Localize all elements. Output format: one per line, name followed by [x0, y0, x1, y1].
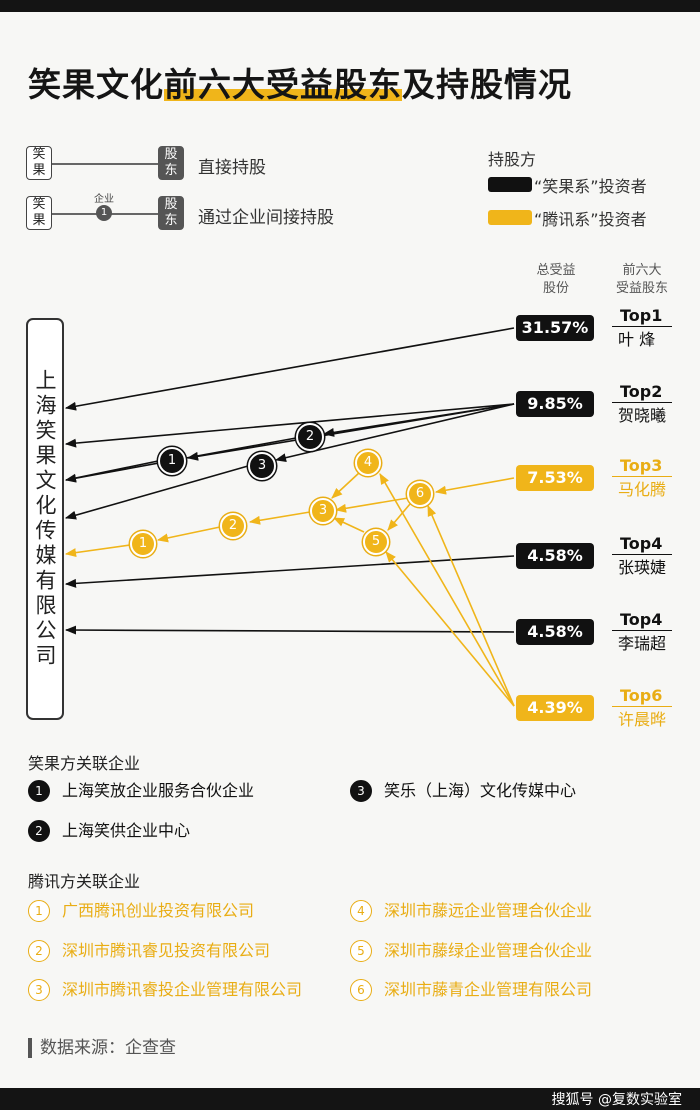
arrow-top6-to-y4: [379, 473, 515, 707]
share-pct-top4b: 4.58%: [516, 619, 594, 645]
share-pct-top4a: 4.58%: [516, 543, 594, 569]
ent-black-3: 3 笑乐（上海）文化传媒中心: [350, 780, 576, 802]
legend-box-gudong-2: 股东: [158, 196, 184, 230]
node-yellow-5: 5: [363, 529, 389, 555]
legend-direct-text: 直接持股: [198, 158, 266, 178]
title-highlight: 前六大受益股东: [164, 65, 402, 104]
arrow-y2-to-y1: [156, 526, 221, 543]
col-head-rank: 前六大 受益股东: [615, 263, 668, 296]
share-pct-top2: 9.85%: [516, 391, 594, 417]
arrow-y6-to-y5: [387, 503, 411, 531]
arrow-top6-to-y6: [427, 504, 515, 707]
legend-via-label: 企业: [94, 194, 114, 205]
legend-series-yellow: “腾讯系”投资者: [534, 210, 647, 229]
share-pct-top6: 4.39%: [516, 695, 594, 721]
name-top1: 叶 烽: [618, 330, 656, 349]
arrow-top2-to-b3: [274, 403, 515, 463]
node-black-1: 1: [158, 447, 186, 475]
name-top4a: 张瑛婕: [618, 558, 667, 577]
arrow-top1: [64, 327, 515, 411]
node-yellow-2: 2: [220, 513, 246, 539]
node-yellow-4: 4: [355, 450, 381, 476]
section-xiaoguo-enterprises: 笑果方关联企业: [28, 754, 141, 773]
rank-top4a: Top4: [612, 534, 672, 555]
arrow-y3-to-y2: [248, 511, 311, 525]
legend-series-black: “笑果系”投资者: [534, 177, 647, 196]
legend-box-xiaoguo-2: 笑果: [26, 196, 52, 230]
rank-top2: Top2: [612, 382, 672, 403]
arrow-b3-to-company: [64, 465, 249, 520]
share-pct-top3: 7.53%: [516, 465, 594, 491]
node-yellow-1: 1: [130, 531, 156, 557]
legend-box-xiaoguo: 笑果: [26, 146, 52, 180]
arrow-y5-to-y3: [332, 517, 365, 533]
arrow-top4b: [64, 625, 515, 635]
section-tencent-enterprises: 腾讯方关联企业: [28, 872, 141, 891]
legend-box-gudong: 股东: [158, 146, 184, 180]
ent-yellow-5: 5 深圳市藤绿企业管理合伙企业: [350, 940, 592, 962]
legend-swatch-yellow: [488, 210, 532, 225]
arrow-top4a: [64, 555, 515, 588]
rank-top1: Top1: [612, 306, 672, 327]
legend-swatch-black: [488, 177, 532, 192]
arrow-top3-to-y6: [434, 477, 515, 495]
node-yellow-6: 6: [407, 481, 433, 507]
legend-direct-line: [52, 163, 158, 165]
arrow-top2-direct: [64, 403, 515, 448]
top-bar: [0, 0, 700, 12]
node-black-3: 3: [248, 452, 276, 480]
legend-indirect-text: 通过企业间接持股: [198, 208, 334, 228]
arrow-y1-to-company: [64, 544, 131, 558]
col-head-share: 总受益 股份: [536, 263, 576, 296]
legend-holder-title: 持股方: [488, 150, 537, 169]
rank-top3: Top3: [612, 456, 672, 477]
rank-top6: Top6: [612, 686, 672, 707]
ent-black-2: 2 上海笑供企业中心: [28, 820, 190, 842]
ent-yellow-3: 3 深圳市腾讯睿投企业管理有限公司: [28, 979, 302, 1001]
company-box: 上海笑果文化传媒有限公司: [26, 318, 64, 720]
page-title: 笑果文化前六大受益股东及持股情况: [28, 65, 572, 104]
ent-yellow-1: 1 广西腾讯创业投资有限公司: [28, 900, 254, 922]
bottom-bar: [0, 1088, 700, 1110]
arrow-top6-to-y5: [385, 551, 515, 707]
ent-yellow-4: 4 深圳市藤远企业管理合伙企业: [350, 900, 592, 922]
name-top2: 贺晓曦: [618, 406, 667, 425]
name-top3: 马化腾: [618, 480, 667, 499]
name-top4b: 李瑞超: [618, 634, 667, 653]
arrow-y6-to-y3: [334, 497, 409, 513]
arrow-y4-to-y3: [331, 471, 361, 499]
node-black-2: 2: [296, 423, 324, 451]
arrow-top2-to-b1: [186, 403, 515, 461]
watermark: 搜狐号 @复数实验室: [551, 1092, 682, 1108]
ent-yellow-2: 2 深圳市腾讯睿见投资有限公司: [28, 940, 270, 962]
ent-black-1: 1 上海笑放企业服务合伙企业: [28, 780, 254, 802]
share-pct-top1: 31.57%: [516, 315, 594, 341]
arrow-b1-to-company: [65, 460, 159, 481]
rank-top4b: Top4: [612, 610, 672, 631]
name-top6: 许晨晔: [618, 710, 667, 729]
data-source: 数据来源：企查查: [28, 1038, 176, 1058]
node-yellow-3: 3: [310, 498, 336, 524]
legend-via-node: 1: [96, 205, 112, 221]
ent-yellow-6: 6 深圳市藤青企业管理有限公司: [350, 979, 592, 1001]
